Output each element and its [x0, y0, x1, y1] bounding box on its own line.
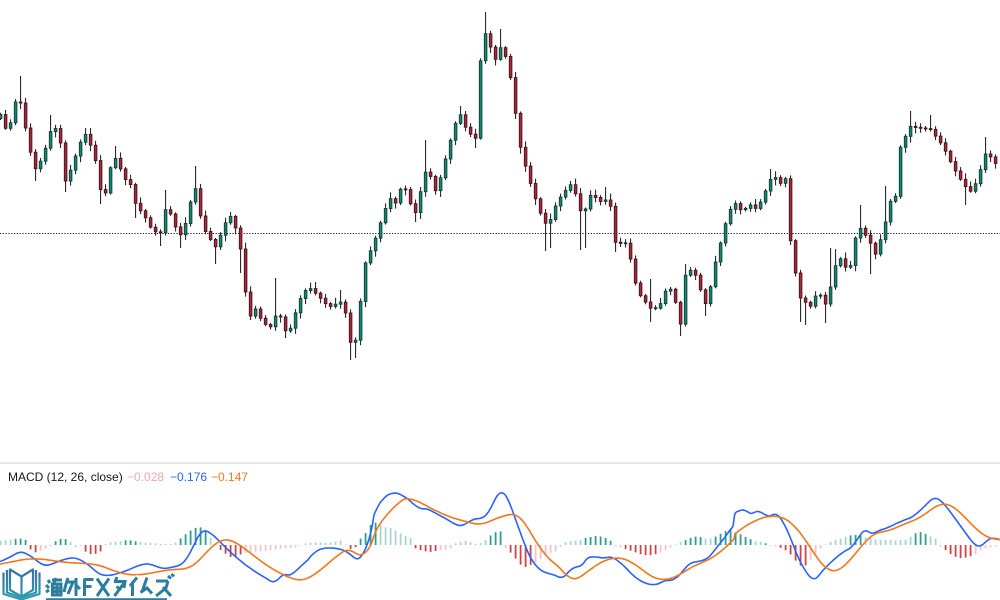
svg-text:−0.028: −0.028: [127, 470, 164, 484]
svg-text:−0.176: −0.176: [170, 470, 207, 484]
svg-text:−0.147: −0.147: [211, 470, 248, 484]
svg-text:MACD (12, 26, close): MACD (12, 26, close): [8, 470, 123, 484]
